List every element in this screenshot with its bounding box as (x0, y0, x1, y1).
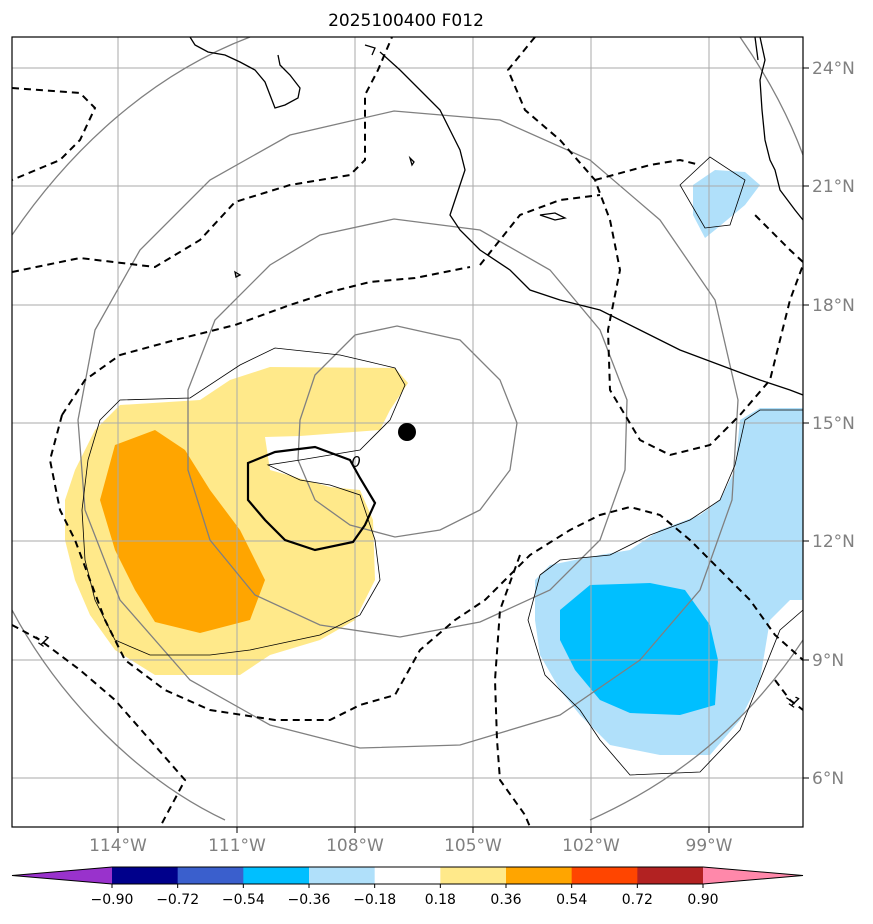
lon-label-105w: 105°W (444, 836, 502, 856)
colorbar-segment (112, 867, 179, 884)
lon-label-99w: 99°W (686, 836, 733, 856)
colorbar-tick-label: −0.54 (222, 892, 265, 908)
coastlines (189, 37, 803, 396)
lat-label-12n: 12°N (812, 532, 855, 552)
positive-anomaly-orange (100, 430, 265, 633)
colorbar-tick-label: 0.18 (425, 892, 456, 908)
colorbar-segment (243, 867, 310, 884)
lon-ticks (117, 827, 710, 833)
lat-label-18n: 18°N (812, 296, 855, 316)
lon-label-102w: 102°W (562, 836, 620, 856)
colorbar-segment (506, 867, 573, 884)
colorbar-tick-label: −0.90 (91, 892, 134, 908)
colorbar-tick-label: −0.36 (288, 892, 331, 908)
colorbar-segment (637, 867, 704, 884)
lat-label-21n: 21°N (812, 177, 855, 197)
map-panel: 0 -1 -1 (12, 37, 803, 827)
colorbar-tick-label: 0.90 (687, 892, 718, 908)
colorbar-extend-high (703, 867, 803, 884)
colorbar-tick-label: 0.54 (556, 892, 587, 908)
lat-label-24n: 24°N (812, 59, 855, 79)
colorbar-tick-label: 0.72 (622, 892, 653, 908)
lat-ticks (803, 67, 809, 779)
range-rings (12, 37, 803, 821)
storm-center-marker (398, 423, 416, 441)
negative-anomaly-light-blue-north (693, 170, 760, 238)
map-title: 2025100400 F012 (328, 11, 484, 31)
contour-label-zero: 0 (351, 453, 361, 471)
zero-contour (246, 445, 377, 552)
colorbar-segment (440, 867, 507, 884)
colorbar-segment (374, 867, 441, 884)
lon-label-114w: 114°W (89, 836, 147, 856)
lat-labels: 24°N 21°N 18°N 15°N 12°N 9°N 6°N (812, 59, 855, 789)
lon-label-111w: 111°W (208, 836, 266, 856)
dashed-contours (12, 37, 803, 827)
lat-label-9n: 9°N (812, 651, 844, 671)
colorbar-tick-label: −0.72 (156, 892, 199, 908)
map-frame (11, 36, 804, 828)
lat-label-15n: 15°N (812, 414, 855, 434)
colorbar-extend-low (12, 867, 112, 884)
gridlines (12, 37, 803, 827)
lat-label-6n: 6°N (812, 769, 844, 789)
lon-labels: 114°W 111°W 108°W 105°W 102°W 99°W (89, 836, 733, 856)
colorbar-segment (177, 867, 244, 884)
colorbar-segment (571, 867, 638, 884)
colorbar-segment (309, 867, 376, 884)
colorbar: −0.90 −0.72 −0.54 −0.36 −0.18 0.18 0.36 0.54 0.7… (11, 866, 804, 908)
lon-label-108w: 108°W (326, 836, 384, 856)
colorbar-tick-label: −0.18 (353, 892, 396, 908)
colorbar-tick-label: 0.36 (490, 892, 521, 908)
anomaly-outlines (81, 156, 803, 776)
